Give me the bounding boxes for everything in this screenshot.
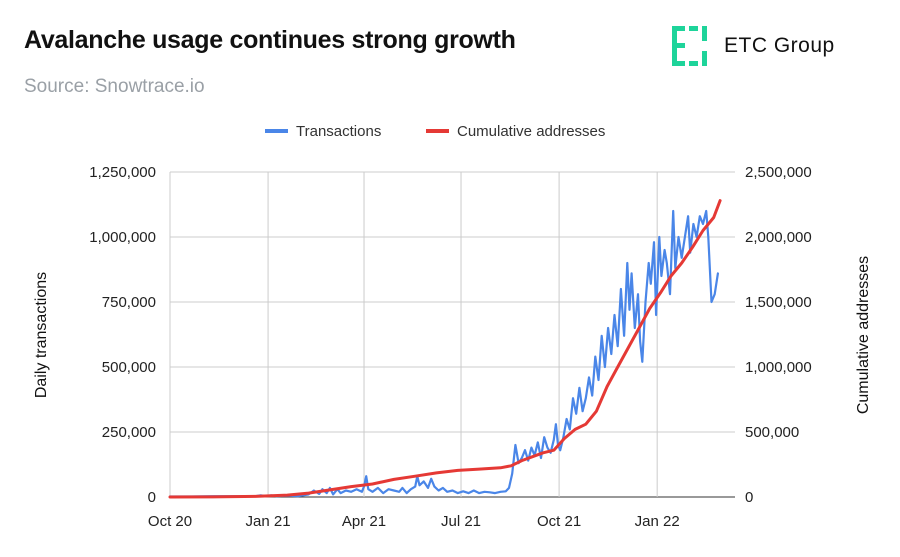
y-right-tick-label: 500,000 bbox=[745, 424, 799, 441]
y-right-tick-label: 2,000,000 bbox=[745, 229, 812, 246]
legend-label-cumulative: Cumulative addresses bbox=[457, 123, 605, 140]
brand-logo: ETC Group bbox=[672, 26, 835, 66]
x-tick-label: Oct 21 bbox=[537, 513, 581, 530]
x-tick-label: Jan 21 bbox=[246, 513, 291, 530]
grid bbox=[169, 171, 735, 498]
y-right-tick-label: 1,500,000 bbox=[745, 294, 812, 311]
x-tick-label: Oct 20 bbox=[148, 513, 192, 530]
y-right-tick-label: 1,000,000 bbox=[745, 359, 812, 376]
series-line-transactions bbox=[168, 209, 719, 498]
x-tick-label: Jan 22 bbox=[635, 513, 680, 530]
legend: Transactions Cumulative addresses bbox=[265, 123, 605, 140]
y-left-tick-label: 1,000,000 bbox=[89, 229, 156, 246]
y-left-tick-label: 750,000 bbox=[102, 294, 156, 311]
y-axis-left-title: Daily transactions bbox=[33, 272, 50, 398]
brand-name: ETC Group bbox=[724, 34, 835, 57]
y-left-tick-label: 250,000 bbox=[102, 424, 156, 441]
x-axis: Oct 20 Jan 21 Apr 21 Jul 21 Oct 21 Jan 22 bbox=[148, 513, 680, 530]
x-tick-label: Apr 21 bbox=[342, 513, 386, 530]
y-left-tick-label: 0 bbox=[148, 489, 156, 506]
legend-label-transactions: Transactions bbox=[296, 123, 381, 140]
x-tick-label: Jul 21 bbox=[441, 513, 481, 530]
chart-title: Avalanche usage continues strong growth bbox=[24, 26, 516, 54]
y-axis-right-title: Cumulative addresses bbox=[855, 256, 872, 414]
y-right-tick-label: 0 bbox=[745, 489, 753, 506]
etc-logo-icon bbox=[672, 26, 707, 66]
y-axis-left: 0 250,000 500,000 750,000 1,000,000 1,250,000 bbox=[89, 164, 156, 506]
series bbox=[168, 199, 722, 499]
y-axis-right: 0 500,000 1,000,000 1,500,000 2,000,000 2,500… bbox=[745, 164, 812, 506]
y-left-tick-label: 1,250,000 bbox=[89, 164, 156, 181]
series-line-cumulative-addresses bbox=[168, 199, 722, 499]
chart-source: Source: Snowtrace.io bbox=[24, 76, 205, 97]
y-right-tick-label: 2,500,000 bbox=[745, 164, 812, 181]
y-left-tick-label: 500,000 bbox=[102, 359, 156, 376]
